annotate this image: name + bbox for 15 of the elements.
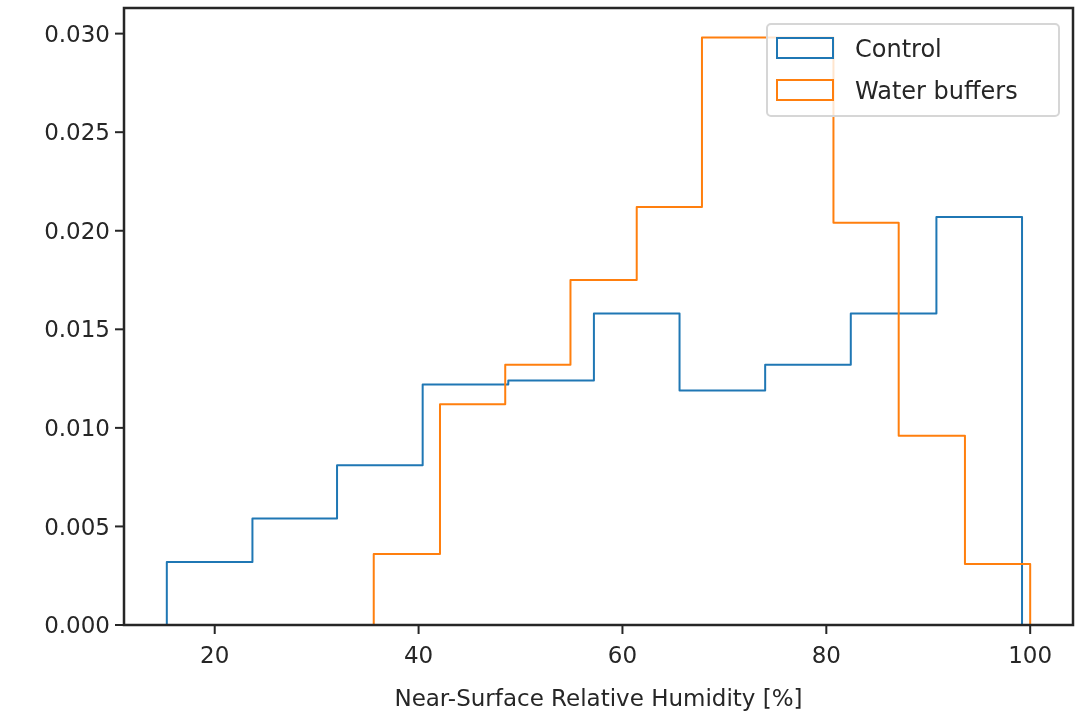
y-tick-label: 0.030	[44, 20, 110, 47]
y-tick-label: 0.000	[44, 612, 110, 639]
y-tick-label: 0.005	[44, 513, 110, 540]
y-tick-label: 0.025	[44, 119, 110, 146]
y-tick-label: 0.020	[44, 217, 110, 244]
legend-label: Water buffers	[855, 77, 1018, 105]
y-tick-label: 0.015	[44, 316, 110, 343]
legend-label: Control	[855, 35, 942, 63]
x-tick-label: 20	[200, 642, 230, 668]
x-tick-label: 100	[1008, 642, 1053, 668]
x-tick-label: 40	[403, 642, 434, 668]
y-tick-label: 0.010	[44, 414, 110, 441]
x-axis-title: Near-Surface Relative Humidity [%]	[394, 685, 803, 711]
x-tick-label: 60	[607, 642, 638, 668]
x-tick-label: 80	[811, 642, 841, 668]
